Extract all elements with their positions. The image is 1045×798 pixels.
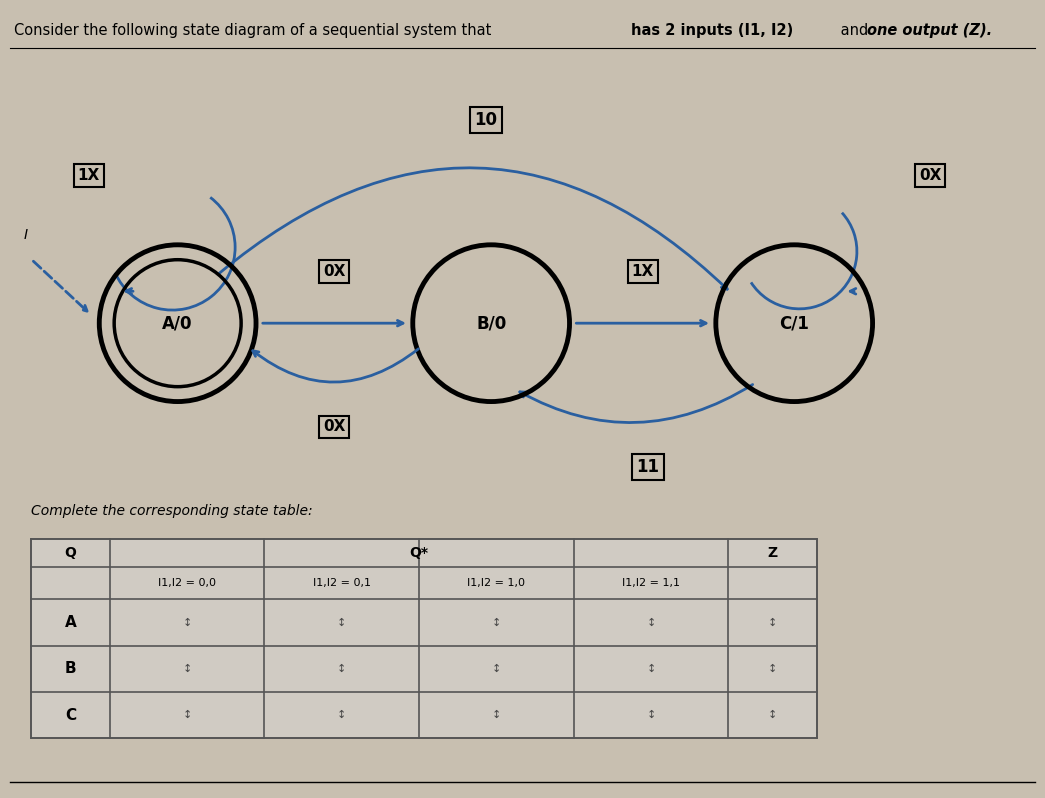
Text: C/1: C/1: [780, 314, 809, 332]
Text: B: B: [65, 662, 76, 676]
Text: B/0: B/0: [477, 314, 506, 332]
Text: and: and: [836, 23, 873, 38]
Text: A: A: [65, 615, 76, 630]
Text: ↕: ↕: [492, 618, 501, 627]
Text: ↕: ↕: [647, 618, 655, 627]
Text: ↕: ↕: [492, 664, 501, 674]
Text: 0X: 0X: [919, 168, 942, 183]
Text: ↕: ↕: [647, 664, 655, 674]
Text: ↕: ↕: [647, 710, 655, 720]
Text: I: I: [24, 228, 28, 243]
Text: I1,I2 = 1,0: I1,I2 = 1,0: [467, 579, 526, 588]
Text: Complete the corresponding state table:: Complete the corresponding state table:: [31, 504, 312, 518]
Text: 11: 11: [636, 458, 659, 476]
Text: ↕: ↕: [183, 710, 191, 720]
Text: ↕: ↕: [492, 710, 501, 720]
Text: 10: 10: [474, 111, 497, 128]
Text: ↕: ↕: [183, 618, 191, 627]
Text: has 2 inputs (I1, I2): has 2 inputs (I1, I2): [631, 23, 793, 38]
Text: one output (Z).: one output (Z).: [867, 23, 993, 38]
Text: Q*: Q*: [410, 546, 428, 560]
Text: I1,I2 = 0,1: I1,I2 = 0,1: [312, 579, 371, 588]
Text: ↕: ↕: [768, 618, 777, 627]
Bar: [31, 539, 817, 738]
Text: ↕: ↕: [768, 664, 777, 674]
Text: A/0: A/0: [162, 314, 193, 332]
Text: 1X: 1X: [631, 264, 654, 279]
Text: ↕: ↕: [338, 618, 346, 627]
Text: 0X: 0X: [323, 264, 346, 279]
Text: Z: Z: [768, 546, 777, 560]
Text: 1X: 1X: [77, 168, 100, 183]
Text: ↕: ↕: [768, 710, 777, 720]
Text: 0X: 0X: [323, 420, 346, 434]
Text: ↕: ↕: [183, 664, 191, 674]
Text: Q: Q: [65, 546, 76, 560]
Text: ↕: ↕: [338, 710, 346, 720]
Text: C: C: [65, 708, 76, 722]
Text: I1,I2 = 0,0: I1,I2 = 0,0: [158, 579, 216, 588]
Text: Consider the following state diagram of a sequential system that: Consider the following state diagram of …: [14, 23, 495, 38]
Text: ↕: ↕: [338, 664, 346, 674]
Text: I1,I2 = 1,1: I1,I2 = 1,1: [622, 579, 680, 588]
